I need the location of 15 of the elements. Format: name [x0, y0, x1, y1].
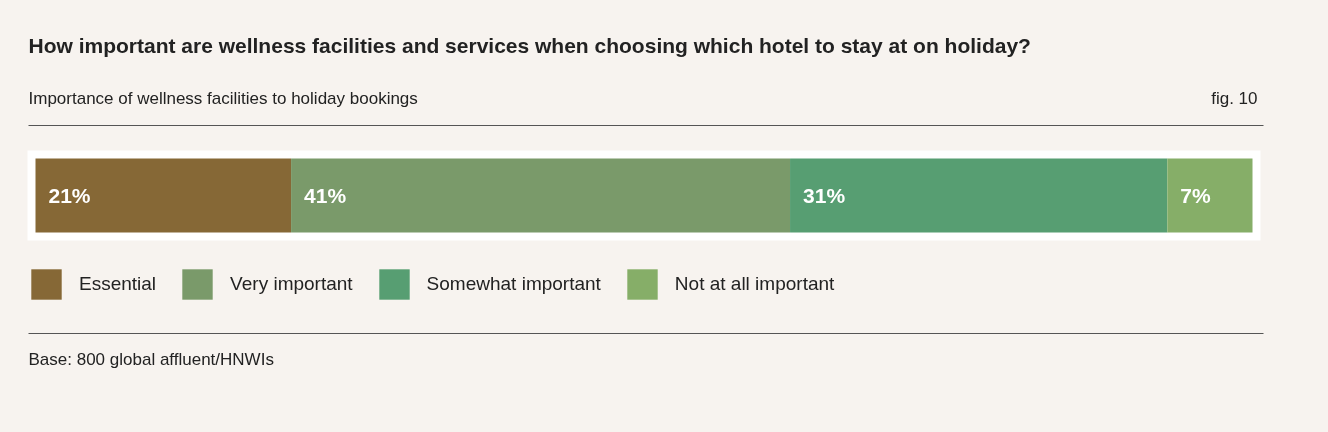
text: Base: 800 global affluent/HNWIs	[28, 350, 274, 369]
bar	[35, 158, 292, 233]
data-label: 41%	[304, 184, 347, 207]
data-label: 21%	[48, 184, 91, 207]
chart-subtitle: Importance of wellness facilities to holiday bookings	[28, 89, 418, 108]
data-label: 7%	[1180, 184, 1211, 207]
caption: fig. 10	[1211, 89, 1258, 108]
legend-label: Very important	[230, 272, 353, 296]
bar	[790, 158, 1168, 233]
legend-label: Essential	[79, 272, 157, 296]
data-label: 31%	[803, 184, 846, 207]
legend-label: Not at all important	[674, 272, 835, 296]
bar	[1167, 158, 1253, 233]
chart-title: How important are wellness facilities and services when choosing which hotel to stay at on holiday?	[28, 34, 1031, 57]
legend-label: Somewhat important	[426, 272, 601, 296]
